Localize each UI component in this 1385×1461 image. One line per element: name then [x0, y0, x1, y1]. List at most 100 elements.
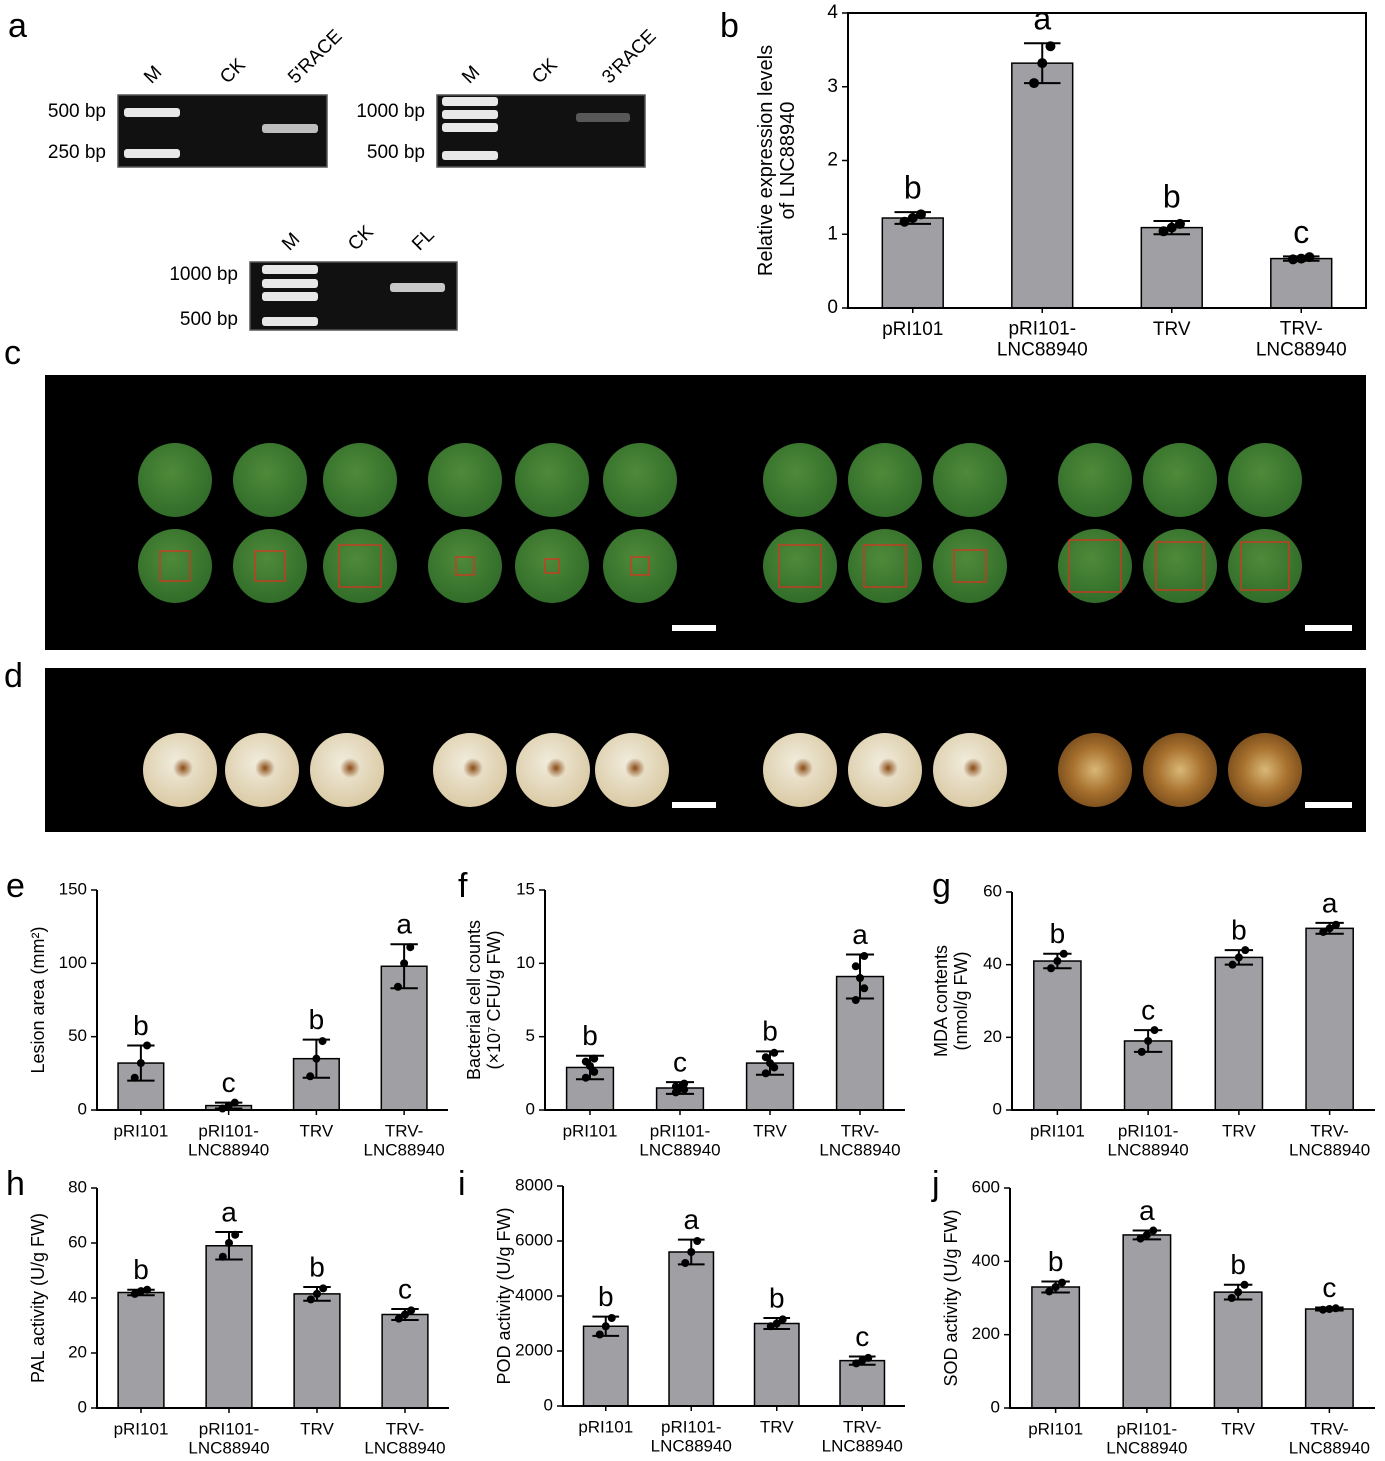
data-point [766, 1059, 774, 1068]
x-tick-label: pRI101 [113, 1121, 168, 1140]
lesion-box [630, 556, 650, 576]
data-point [1227, 1294, 1236, 1302]
significance-letter: a [683, 1204, 699, 1235]
significance-letter: a [1033, 1, 1051, 37]
data-point [581, 1073, 590, 1082]
data-point [761, 1053, 770, 1062]
panel-label: e [6, 867, 25, 905]
significance-letter: b [582, 1020, 598, 1051]
lesion-box [863, 544, 907, 588]
data-point [766, 1322, 775, 1331]
data-point [136, 1059, 145, 1068]
lane-label: M [278, 229, 304, 255]
x-tick-label: TRV [300, 1121, 334, 1140]
data-point [851, 962, 860, 971]
significance-letter: a [1322, 887, 1338, 918]
bar [881, 217, 944, 309]
data-point [313, 1289, 321, 1298]
y-tick-label: 6000 [515, 1230, 553, 1249]
data-point [230, 1098, 239, 1107]
data-point [1149, 1226, 1158, 1235]
y-tick-label: 0 [991, 1397, 1000, 1416]
data-point [218, 1252, 227, 1261]
data-point [1059, 949, 1068, 958]
scale-bar [1305, 625, 1352, 631]
lane-label: CK [216, 54, 250, 88]
lesion-box [544, 558, 560, 574]
x-tick-label: TRV-LNC88940 [364, 1420, 445, 1458]
y-tick-label: 0 [827, 297, 838, 318]
y-tick-label: 60 [983, 881, 1002, 900]
y-tick-label: 2 [827, 150, 838, 171]
significance-letter: b [1163, 178, 1181, 214]
leaf-disk [138, 529, 212, 603]
data-point [231, 1230, 240, 1239]
axes [544, 890, 905, 1111]
marker-label: 1000 bp [356, 101, 425, 122]
data-point [1325, 1305, 1334, 1313]
data-point [1288, 254, 1299, 265]
y-tick-label: 0 [544, 1395, 553, 1414]
marker-label: 1000 bp [169, 264, 238, 285]
lane-label: CK [528, 54, 562, 88]
data-point [401, 1310, 409, 1319]
axes [1011, 892, 1375, 1111]
bar [381, 1313, 429, 1409]
scale-label: 1 cm [674, 630, 713, 650]
lane-label: FL [408, 225, 439, 256]
gel-band [262, 265, 318, 274]
leaf-disk [1228, 529, 1302, 603]
leaf-disk [848, 443, 922, 517]
data-point [899, 216, 910, 227]
y-tick-label: 20 [983, 1027, 1002, 1046]
data-point [1319, 927, 1328, 936]
x-tick-label: pRI101-LNC88940 [188, 1420, 269, 1458]
gel-band [576, 113, 630, 122]
data-point [1144, 1036, 1153, 1045]
leaf-disk [428, 443, 502, 517]
lesion-box [1155, 541, 1205, 591]
significance-letter: a [221, 1196, 237, 1227]
data-point [1331, 920, 1340, 929]
data-point [406, 943, 415, 952]
lesion-box [338, 544, 382, 588]
data-point [143, 1285, 152, 1294]
significance-letter: c [673, 1047, 687, 1078]
panel-label: f [458, 867, 468, 905]
significance-letter: b [904, 170, 922, 206]
lesion-box [254, 550, 286, 582]
bar [1140, 226, 1203, 309]
gel-band [390, 283, 445, 292]
data-point [1304, 252, 1315, 263]
y-tick-label: 2000 [515, 1340, 553, 1359]
gel-band [262, 292, 318, 301]
panel-label: b [720, 7, 739, 45]
data-point [1174, 218, 1185, 229]
significance-letter: c [398, 1273, 412, 1304]
data-point [687, 1248, 696, 1256]
x-tick-label: TRV-LNC88940 [822, 1418, 903, 1456]
data-point [1166, 222, 1177, 233]
data-point [607, 1314, 616, 1322]
group-label: pRI101 [223, 689, 307, 719]
marker-label: 500 bp [48, 101, 106, 122]
leaf-disk [1058, 529, 1132, 603]
data-point [907, 213, 918, 224]
leaf-disk [515, 529, 589, 603]
data-point [860, 952, 869, 960]
leaf-disk [933, 529, 1007, 603]
leaf-disk [138, 443, 212, 517]
y-tick-label: 0 [78, 1397, 87, 1416]
significance-letter: a [396, 909, 412, 940]
bar [293, 1293, 341, 1409]
y-tick-label: 8000 [515, 1175, 553, 1194]
x-tick-label: pRI101-LNC88940 [639, 1122, 720, 1160]
data-point [1142, 1230, 1151, 1239]
data-point [312, 1054, 321, 1063]
scale-bar [1305, 802, 1352, 808]
significance-letter: b [769, 1282, 785, 1313]
gel-band [262, 124, 318, 133]
leaf-disk [323, 443, 397, 517]
y-tick-label: 0 [526, 1099, 535, 1118]
